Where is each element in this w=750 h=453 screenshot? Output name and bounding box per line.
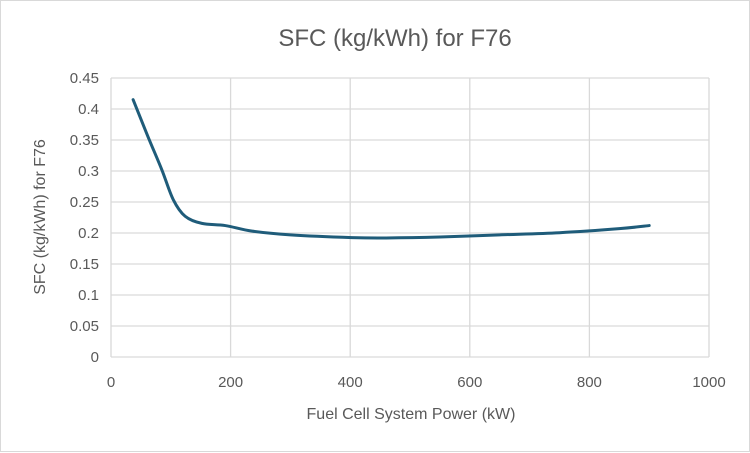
y-tick-label: 0.15 bbox=[70, 256, 99, 273]
x-tick-label: 200 bbox=[218, 374, 243, 391]
x-axis-label: Fuel Cell System Power (kW) bbox=[307, 406, 516, 423]
y-tick-label: 0.25 bbox=[70, 194, 99, 211]
y-tick-label: 0.4 bbox=[78, 101, 99, 118]
y-tick-label: 0.3 bbox=[78, 163, 99, 180]
y-tick-label: 0.05 bbox=[70, 318, 99, 335]
x-tick-label: 800 bbox=[577, 374, 602, 391]
y-tick-label: 0.2 bbox=[78, 225, 99, 242]
series-line bbox=[131, 98, 651, 240]
y-tick-label: 0 bbox=[91, 349, 99, 366]
y-tick-label: 0.35 bbox=[70, 132, 99, 149]
y-axis-label: SFC (kg/kWh) for F76 bbox=[32, 139, 49, 295]
x-tick-label: 0 bbox=[107, 374, 115, 391]
y-tick-label: 0.45 bbox=[70, 70, 99, 87]
x-tick-label: 600 bbox=[457, 374, 482, 391]
x-tick-label: 400 bbox=[338, 374, 363, 391]
y-tick-label: 0.1 bbox=[78, 287, 99, 304]
chart-title: SFC (kg/kWh) for F76 bbox=[278, 25, 511, 52]
x-tick-label: 1000 bbox=[692, 374, 725, 391]
